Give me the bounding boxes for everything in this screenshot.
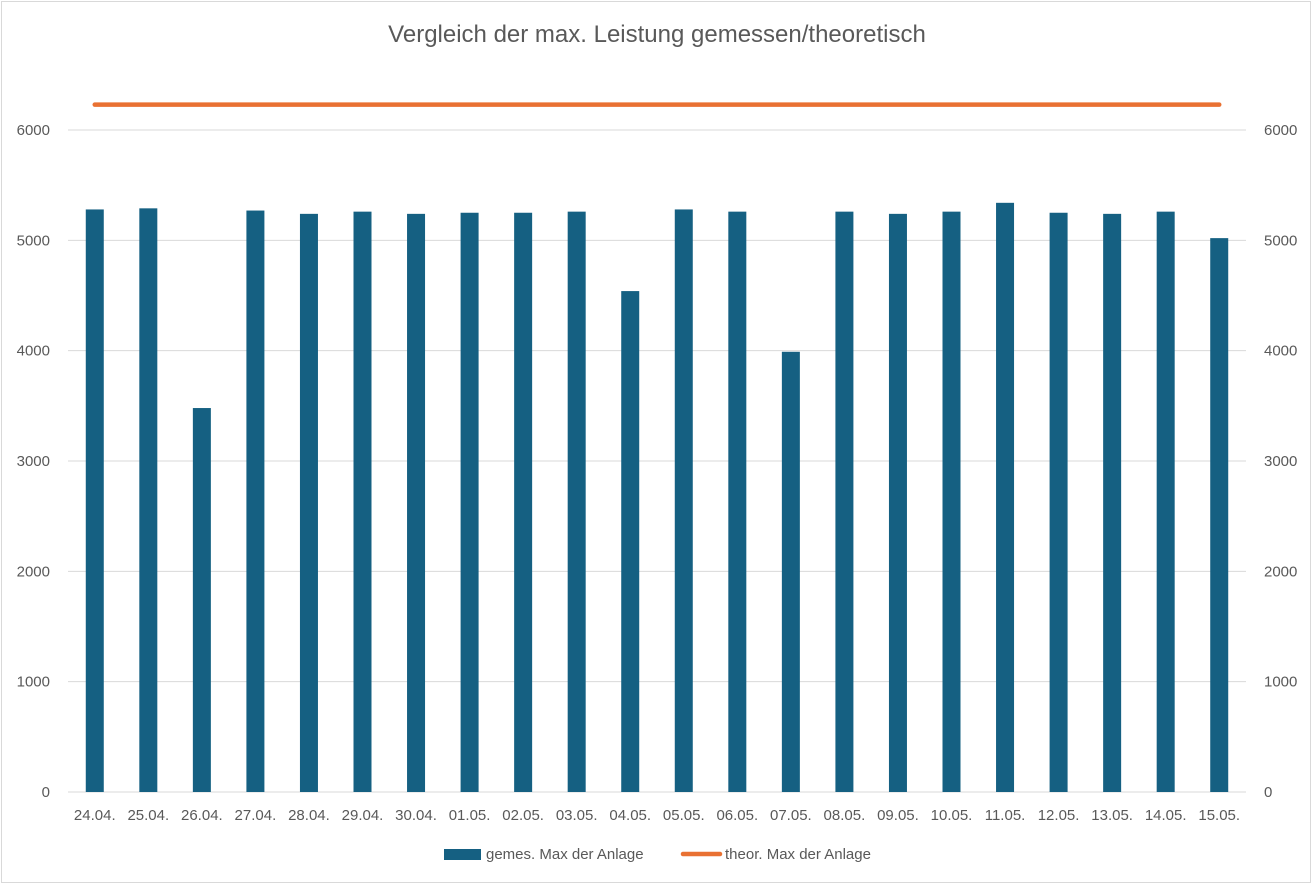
y-right-tick-label: 1000 <box>1264 674 1297 691</box>
y-left-tick-label: 3000 <box>17 453 50 470</box>
x-tick-label: 06.05. <box>716 807 758 824</box>
bar <box>353 211 372 792</box>
x-tick-label: 09.05. <box>877 807 919 824</box>
chart-title: Vergleich der max. Leistung gemessen/the… <box>388 21 926 48</box>
x-axis: 24.04. 25.04. 26.04. 27.04. 28.04. 29.04. 30.0… <box>74 807 1240 824</box>
y-left-tick-label: 4000 <box>17 343 50 360</box>
x-tick-label: 26.04. <box>181 807 223 824</box>
x-tick-label: 05.05. <box>663 807 705 824</box>
bar <box>567 211 586 792</box>
legend: gemes. Max der Anlage theor. Max der Anl… <box>444 846 871 863</box>
y-right-tick-label: 4000 <box>1264 343 1297 360</box>
y-left-tick-label: 2000 <box>17 563 50 580</box>
x-tick-label: 25.04. <box>127 807 169 824</box>
bar <box>674 209 693 792</box>
bar <box>246 210 265 792</box>
bar <box>835 211 854 792</box>
x-tick-label: 12.05. <box>1038 807 1080 824</box>
y-left-tick-label: 5000 <box>17 232 50 249</box>
gridlines <box>68 129 1246 793</box>
legend-swatch-bar <box>444 849 481 860</box>
bar <box>407 213 426 792</box>
x-tick-label: 01.05. <box>449 807 491 824</box>
x-tick-label: 11.05. <box>985 807 1026 824</box>
y-left-tick-label: 1000 <box>17 674 50 691</box>
bar <box>1049 212 1068 792</box>
bar <box>460 212 479 792</box>
x-tick-label: 28.04. <box>288 807 330 824</box>
x-tick-label: 24.04. <box>74 807 116 824</box>
y-axis-right: 0 1000 2000 3000 4000 5000 6000 <box>1264 122 1297 801</box>
x-tick-label: 08.05. <box>824 807 866 824</box>
y-axis-left: 0 1000 2000 3000 4000 5000 6000 <box>17 122 50 801</box>
bar <box>1156 211 1175 792</box>
bar <box>781 351 800 792</box>
bar <box>299 213 318 792</box>
bar <box>85 209 104 792</box>
bar <box>888 213 907 792</box>
x-tick-label: 29.04. <box>342 807 384 824</box>
x-tick-label: 07.05. <box>770 807 812 824</box>
x-tick-label: 15.05. <box>1198 807 1240 824</box>
bar <box>1103 213 1122 792</box>
bar <box>621 291 640 792</box>
y-left-tick-label: 6000 <box>17 122 50 139</box>
x-tick-label: 03.05. <box>556 807 598 824</box>
bar-series <box>85 202 1229 793</box>
y-right-tick-label: 3000 <box>1264 453 1297 470</box>
bar <box>942 211 961 792</box>
bar <box>139 208 158 792</box>
x-tick-label: 04.05. <box>609 807 651 824</box>
x-tick-label: 27.04. <box>235 807 277 824</box>
y-right-tick-label: 0 <box>1264 784 1272 801</box>
bar <box>996 202 1015 792</box>
x-tick-label: 10.05. <box>931 807 973 824</box>
legend-label-bar: gemes. Max der Anlage <box>486 846 644 863</box>
bar <box>192 408 211 792</box>
bar <box>1210 238 1229 793</box>
x-tick-label: 30.04. <box>395 807 437 824</box>
y-right-tick-label: 5000 <box>1264 232 1297 249</box>
x-tick-label: 02.05. <box>502 807 544 824</box>
bar <box>514 212 533 792</box>
legend-label-line: theor. Max der Anlage <box>725 846 871 863</box>
bar <box>728 211 747 792</box>
x-tick-label: 14.05. <box>1145 807 1187 824</box>
y-right-tick-label: 6000 <box>1264 122 1297 139</box>
x-tick-label: 13.05. <box>1091 807 1133 824</box>
y-right-tick-label: 2000 <box>1264 563 1297 580</box>
y-left-tick-label: 0 <box>42 784 50 801</box>
